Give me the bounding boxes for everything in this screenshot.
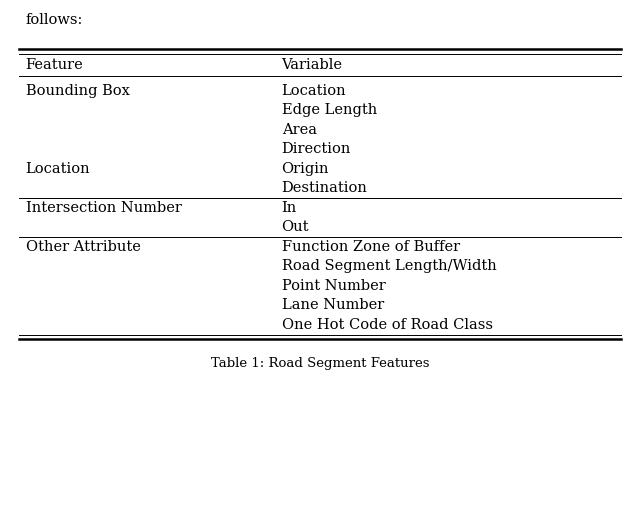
Text: Road Segment Length/Width: Road Segment Length/Width xyxy=(282,259,497,273)
Text: Area: Area xyxy=(282,123,317,137)
Text: Lane Number: Lane Number xyxy=(282,298,384,312)
Text: Bounding Box: Bounding Box xyxy=(26,84,129,98)
Text: Table 1: Road Segment Features: Table 1: Road Segment Features xyxy=(211,358,429,370)
Text: Other Attribute: Other Attribute xyxy=(26,240,140,254)
Text: Location: Location xyxy=(282,84,346,98)
Text: Edge Length: Edge Length xyxy=(282,103,377,117)
Text: follows:: follows: xyxy=(26,13,83,27)
Text: Point Number: Point Number xyxy=(282,279,385,293)
Text: Location: Location xyxy=(26,162,90,176)
Text: Function Zone of Buffer: Function Zone of Buffer xyxy=(282,240,460,254)
Text: Variable: Variable xyxy=(282,58,342,72)
Text: One Hot Code of Road Class: One Hot Code of Road Class xyxy=(282,318,493,332)
Text: Out: Out xyxy=(282,220,309,234)
Text: Feature: Feature xyxy=(26,58,83,72)
Text: In: In xyxy=(282,201,297,215)
Text: Origin: Origin xyxy=(282,162,329,176)
Text: Direction: Direction xyxy=(282,142,351,156)
Text: Intersection Number: Intersection Number xyxy=(26,201,182,215)
Text: Destination: Destination xyxy=(282,181,367,195)
